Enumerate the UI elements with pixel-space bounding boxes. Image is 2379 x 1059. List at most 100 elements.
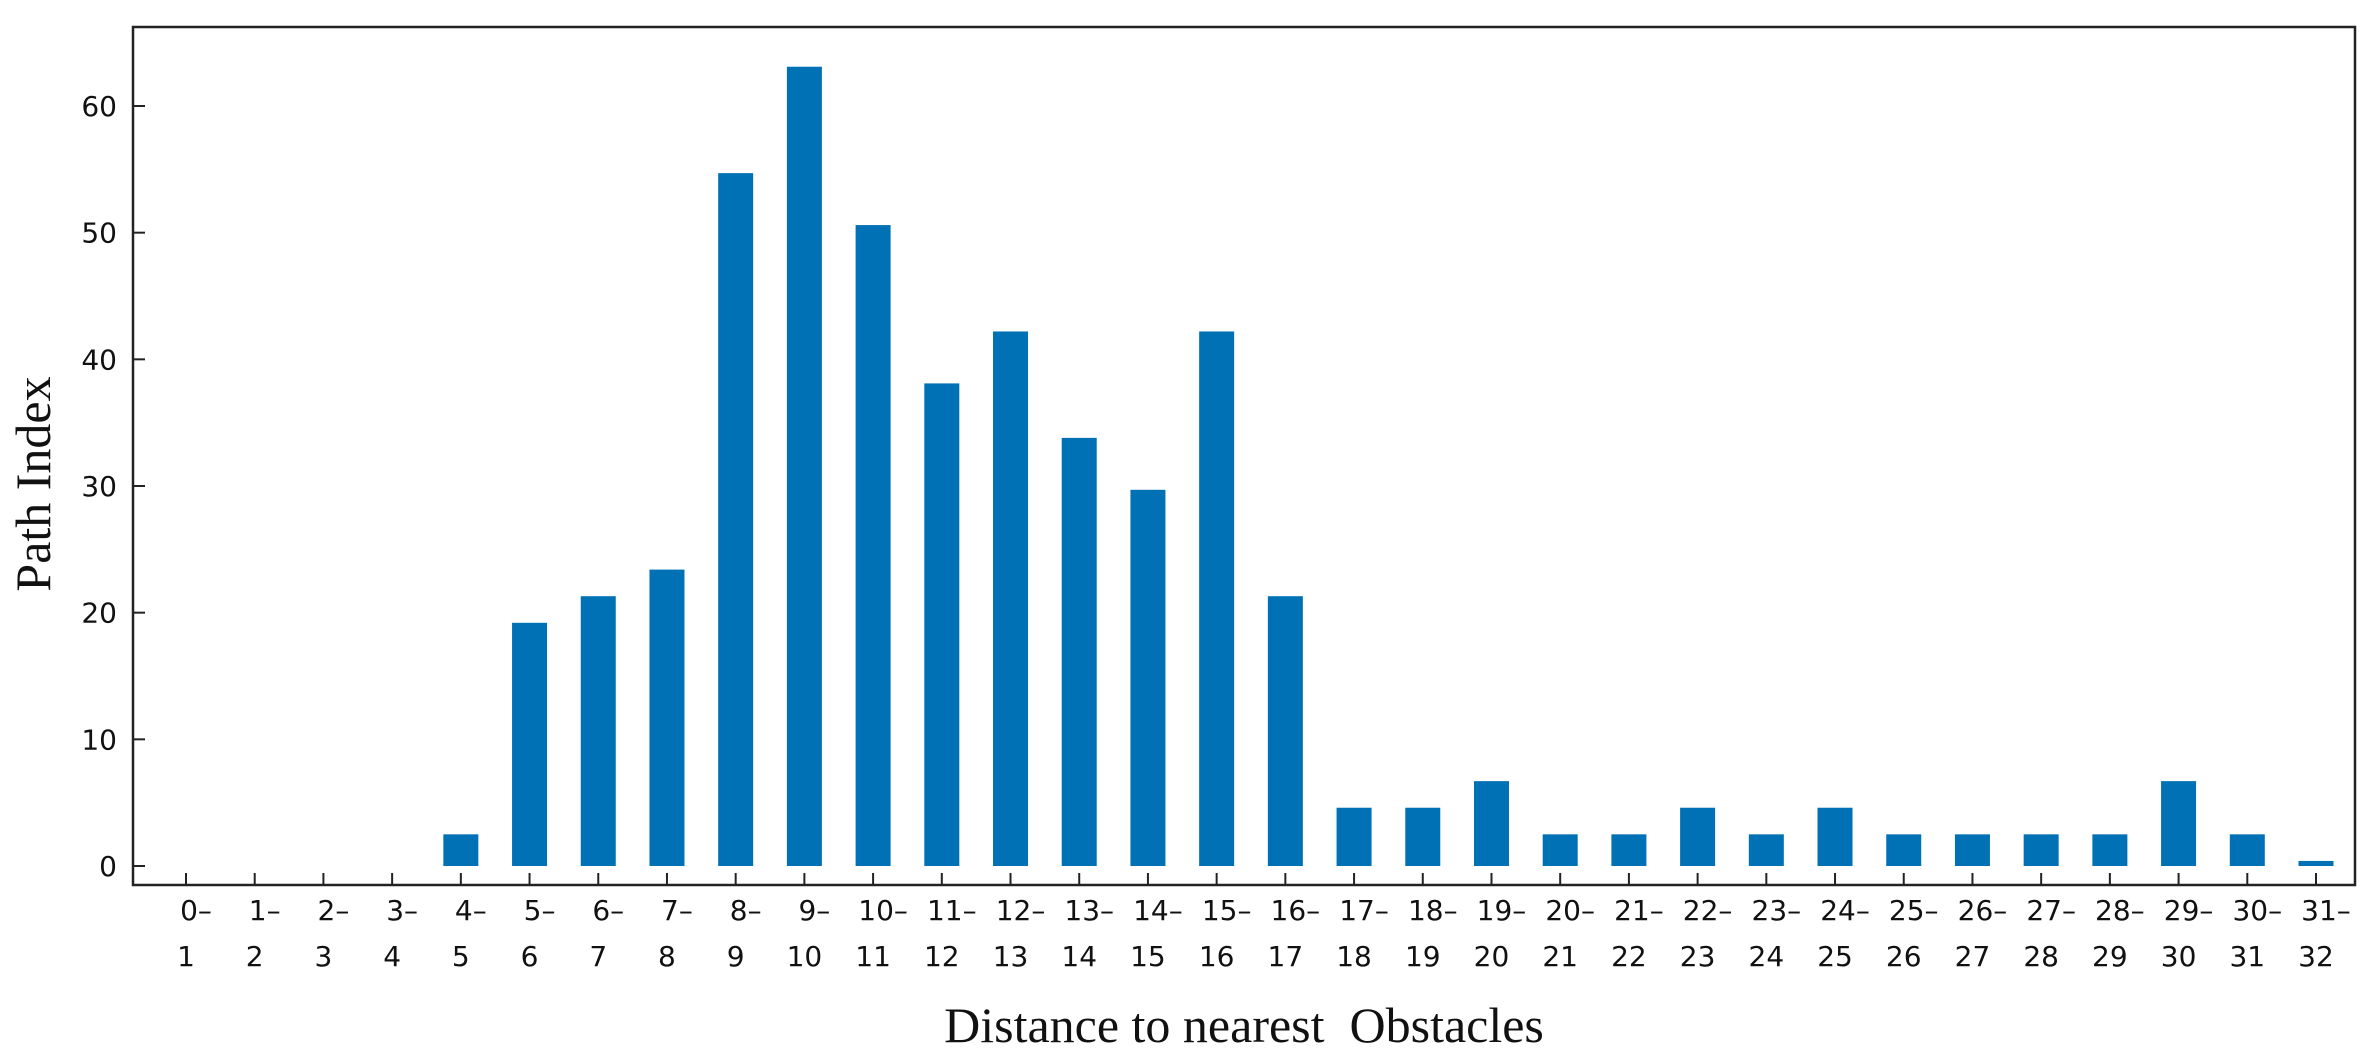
y-tick-label: 0 bbox=[99, 850, 117, 883]
x-tick-label-end: 10 bbox=[787, 940, 823, 973]
bar bbox=[2229, 834, 2265, 866]
x-tick-label-end: 28 bbox=[2023, 940, 2059, 973]
x-tick-label-end: 11 bbox=[855, 940, 891, 973]
bar bbox=[2298, 860, 2334, 866]
y-tick-label: 50 bbox=[81, 217, 117, 250]
bar bbox=[1405, 807, 1441, 866]
y-tick-label: 40 bbox=[81, 343, 117, 376]
x-tick-label-start: 7– bbox=[661, 894, 693, 927]
x-tick-label-end: 14 bbox=[1061, 940, 1097, 973]
y-tick-label: 10 bbox=[81, 723, 117, 756]
x-tick-label-start: 5– bbox=[524, 894, 556, 927]
x-tick-label-start: 28– bbox=[2095, 894, 2145, 927]
bar bbox=[649, 569, 685, 866]
x-tick-label-end: 3 bbox=[315, 940, 333, 973]
x-tick-label-end: 16 bbox=[1199, 940, 1235, 973]
x-tick-label-start: 24– bbox=[1820, 894, 1870, 927]
x-tick-label-end: 25 bbox=[1817, 940, 1853, 973]
bars bbox=[443, 66, 2334, 867]
bar bbox=[1680, 807, 1716, 866]
bar bbox=[443, 834, 479, 866]
x-tick-label-start: 15– bbox=[1202, 894, 1252, 927]
bar bbox=[580, 596, 616, 866]
x-tick-label-start: 3– bbox=[386, 894, 418, 927]
x-tick-label-start: 1– bbox=[249, 894, 281, 927]
x-tick-label-end: 24 bbox=[1749, 940, 1785, 973]
bar bbox=[1748, 834, 1784, 866]
x-tick-label-start: 13– bbox=[1064, 894, 1114, 927]
bar bbox=[786, 66, 822, 866]
x-tick-label-end: 1 bbox=[177, 940, 195, 973]
x-tick-label-start: 8– bbox=[730, 894, 762, 927]
bar bbox=[1954, 834, 1990, 866]
bar bbox=[2092, 834, 2128, 866]
x-tick-label-end: 9 bbox=[727, 940, 745, 973]
bar bbox=[1061, 437, 1097, 866]
bar bbox=[1611, 834, 1647, 866]
x-tick-label-end: 13 bbox=[993, 940, 1029, 973]
y-axis-title: Path Index bbox=[5, 376, 61, 591]
x-tick-label-end: 7 bbox=[589, 940, 607, 973]
x-tick-label-end: 21 bbox=[1542, 940, 1578, 973]
x-tick-label-end: 17 bbox=[1268, 940, 1304, 973]
x-tick-label-start: 25– bbox=[1889, 894, 1939, 927]
x-tick-label-end: 8 bbox=[658, 940, 676, 973]
x-tick-label-end: 20 bbox=[1474, 940, 1510, 973]
x-tick-label-start: 23– bbox=[1752, 894, 1802, 927]
bar bbox=[1542, 834, 1578, 866]
y-tick-label: 20 bbox=[81, 597, 117, 630]
x-tick-label-start: 20– bbox=[1545, 894, 1595, 927]
bar bbox=[1473, 781, 1509, 866]
x-tick-label-start: 18– bbox=[1408, 894, 1458, 927]
bar bbox=[1886, 834, 1922, 866]
x-tick-label-end: 30 bbox=[2161, 940, 2197, 973]
plot-frame bbox=[131, 25, 2357, 887]
x-tick-label-start: 30– bbox=[2232, 894, 2282, 927]
x-tick-label-start: 0– bbox=[180, 894, 212, 927]
x-tick-label-end: 26 bbox=[1886, 940, 1922, 973]
x-tick-label-start: 16– bbox=[1271, 894, 1321, 927]
x-tick-label-start: 14– bbox=[1133, 894, 1183, 927]
bar bbox=[993, 331, 1029, 866]
x-tick-label-end: 18 bbox=[1336, 940, 1372, 973]
x-axis-title: Distance to nearest Obstacles bbox=[944, 997, 1544, 1053]
bar bbox=[1817, 807, 1853, 866]
x-tick-label-start: 2– bbox=[318, 894, 350, 927]
x-tick-label-start: 31– bbox=[2301, 894, 2351, 927]
x-tick-label-end: 31 bbox=[2229, 940, 2265, 973]
x-tick-label-start: 9– bbox=[798, 894, 830, 927]
x-tick-label-end: 27 bbox=[1955, 940, 1991, 973]
bar bbox=[512, 622, 548, 866]
bar bbox=[1130, 489, 1166, 866]
x-tick-label-start: 11– bbox=[927, 894, 977, 927]
bar bbox=[924, 383, 960, 866]
y-tick-label: 60 bbox=[81, 90, 117, 123]
x-tick-label-start: 21– bbox=[1614, 894, 1664, 927]
x-tick-label-end: 15 bbox=[1130, 940, 1166, 973]
x-tick-label-end: 29 bbox=[2092, 940, 2128, 973]
x-tick-label-end: 4 bbox=[383, 940, 401, 973]
x-tick-label-start: 27– bbox=[2026, 894, 2076, 927]
x-tick-label-start: 26– bbox=[1958, 894, 2008, 927]
x-tick-label-end: 19 bbox=[1405, 940, 1441, 973]
bar bbox=[1199, 331, 1235, 866]
bar bbox=[718, 173, 754, 867]
bar bbox=[1267, 596, 1303, 866]
x-tick-label-start: 12– bbox=[996, 894, 1046, 927]
x-tick-label-start: 19– bbox=[1477, 894, 1527, 927]
x-tick-label-end: 6 bbox=[521, 940, 539, 973]
x-tick-label-start: 4– bbox=[455, 894, 487, 927]
x-axis: 0–11–22–33–44–55–66–77–88–99–1010–1111–1… bbox=[177, 873, 2351, 973]
x-tick-label-end: 2 bbox=[246, 940, 264, 973]
bar bbox=[2161, 781, 2197, 866]
x-tick-label-start: 29– bbox=[2164, 894, 2214, 927]
bar bbox=[855, 225, 891, 867]
x-tick-label-start: 22– bbox=[1683, 894, 1733, 927]
x-tick-label-end: 5 bbox=[452, 940, 470, 973]
bar bbox=[1336, 807, 1372, 866]
x-tick-label-start: 17– bbox=[1339, 894, 1389, 927]
x-tick-label-end: 22 bbox=[1611, 940, 1647, 973]
y-axis: 0 10 20 30 40 50 60 bbox=[81, 90, 145, 883]
x-tick-label-end: 32 bbox=[2298, 940, 2334, 973]
